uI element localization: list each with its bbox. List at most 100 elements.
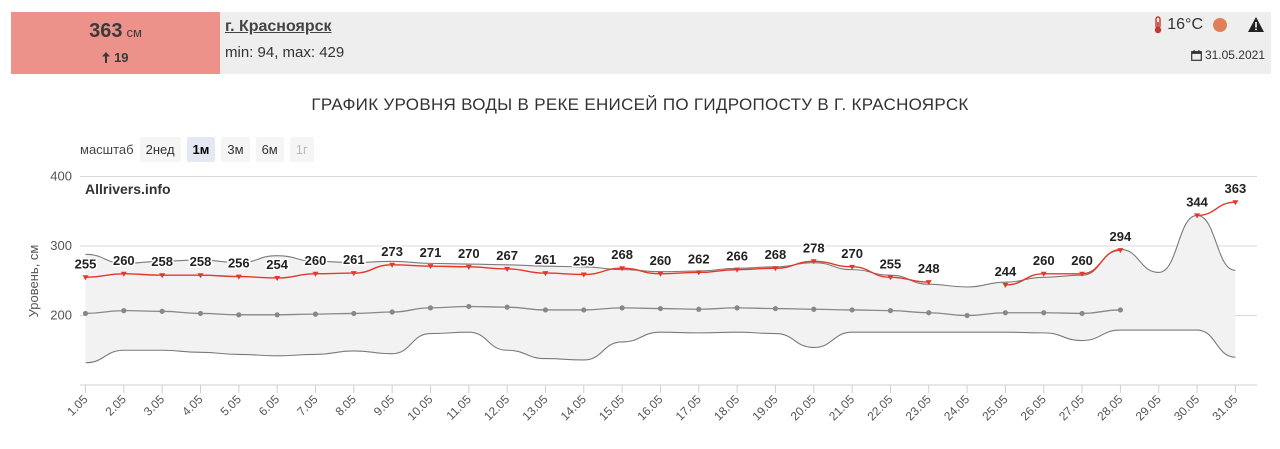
average-point [1002,310,1009,316]
x-tick-label: 11.05 [443,392,474,423]
average-point [849,307,855,313]
zoom-2w-button[interactable]: 2нед [139,137,181,162]
data-label: 258 [151,254,173,269]
x-tick-label: 2.05 [103,392,130,419]
data-label: 260 [1071,253,1093,268]
data-label: 248 [918,261,940,276]
x-tick-label: 31.05 [1209,392,1240,423]
data-label: 261 [343,252,365,267]
x-tick-label: 3.05 [141,392,168,419]
average-point [696,306,702,312]
x-tick-label: 30.05 [1171,392,1202,423]
average-series-line [85,305,1121,317]
calendar-icon [1191,49,1202,61]
data-label: 259 [573,253,595,268]
current-series-line [1005,249,1121,286]
current-point [504,266,511,272]
x-tick-label: 20.05 [788,392,819,423]
current-point [1117,248,1124,254]
x-tick-label: 5.05 [218,392,245,419]
data-label: 270 [458,246,480,261]
chart-title: ГРАФИК УРОВНЯ ВОДЫ В РЕКЕ ЕНИСЕЙ ПО ГИДР… [311,95,969,114]
average-point [734,305,740,311]
average-point [274,312,280,318]
average-point [1117,307,1124,313]
arrow-up-icon [102,52,111,63]
data-label: 270 [841,246,863,261]
level-change: 19 [11,50,220,65]
average-point [964,312,970,319]
range-band-upper [85,214,1236,288]
data-label: 260 [113,253,135,268]
x-tick-label: 14.05 [558,392,589,423]
current-point [734,267,741,273]
current-level-box: 363 см 19 [11,12,220,74]
data-label: 273 [381,244,403,259]
x-tick-label: 10.05 [404,392,435,423]
current-point [197,273,204,279]
current-point [580,272,587,278]
x-tick-label: 18.05 [711,392,742,423]
data-label: 344 [1186,194,1208,209]
current-point [657,271,664,277]
average-point [351,310,357,317]
x-tick-label: 27.05 [1056,392,1087,423]
current-point [925,280,932,286]
status-dot-icon [1213,18,1227,32]
current-point [427,264,434,270]
current-level-unit: см [126,25,142,40]
current-point [1040,271,1047,277]
current-point [120,271,127,277]
data-label: 262 [688,251,710,266]
average-point [121,308,127,314]
current-point [465,264,472,270]
current-point [887,275,894,281]
x-tick-label: 15.05 [596,392,627,423]
zoom-1m-button[interactable]: 1м [186,137,216,162]
data-label: 271 [420,245,442,260]
x-tick-label: 24.05 [941,392,972,423]
y-tick-label: 200 [50,308,72,323]
average-point [389,309,395,315]
data-label: 244 [995,264,1017,279]
data-label: 260 [1033,253,1055,268]
y-tick-label: 300 [50,238,72,253]
data-label: 260 [650,253,672,268]
data-label: 363 [1225,181,1247,196]
x-tick-label: 7.05 [294,392,321,419]
average-point [504,304,510,310]
zoom-6m-button[interactable]: 6м [255,137,284,162]
current-point [695,270,702,276]
current-point [772,266,779,272]
zoom-selector: масштаб 2нед 1м 3м 6м 1г [80,137,320,162]
current-level: 363 см [11,20,220,43]
average-point [811,306,817,312]
data-label: 266 [726,249,748,264]
x-tick-label: 9.05 [371,392,398,419]
x-tick-label: 4.05 [179,392,206,419]
current-point [389,262,396,268]
data-label: 255 [75,256,97,271]
x-tick-label: 17.05 [673,392,704,423]
range-band-area [85,215,1236,363]
station-link[interactable]: г. Красноярск [225,18,332,35]
range-band-lower [85,329,1236,364]
average-point [887,308,894,314]
average-point [657,305,664,312]
current-point [1079,271,1086,277]
data-label: 256 [228,256,250,271]
current-point [312,271,319,277]
x-tick-label: 25.05 [979,392,1010,423]
data-label: 260 [305,253,327,268]
zoom-3m-button[interactable]: 3м [221,137,250,162]
current-point [1002,282,1009,288]
average-point [197,310,204,317]
average-point [466,303,472,310]
x-tick-label: 23.05 [903,392,934,423]
warning-icon[interactable] [1247,16,1265,38]
thermometer-icon [1155,16,1162,34]
current-point [1232,200,1239,206]
data-label: 294 [1110,229,1132,244]
x-tick-label: 12.05 [481,392,512,423]
